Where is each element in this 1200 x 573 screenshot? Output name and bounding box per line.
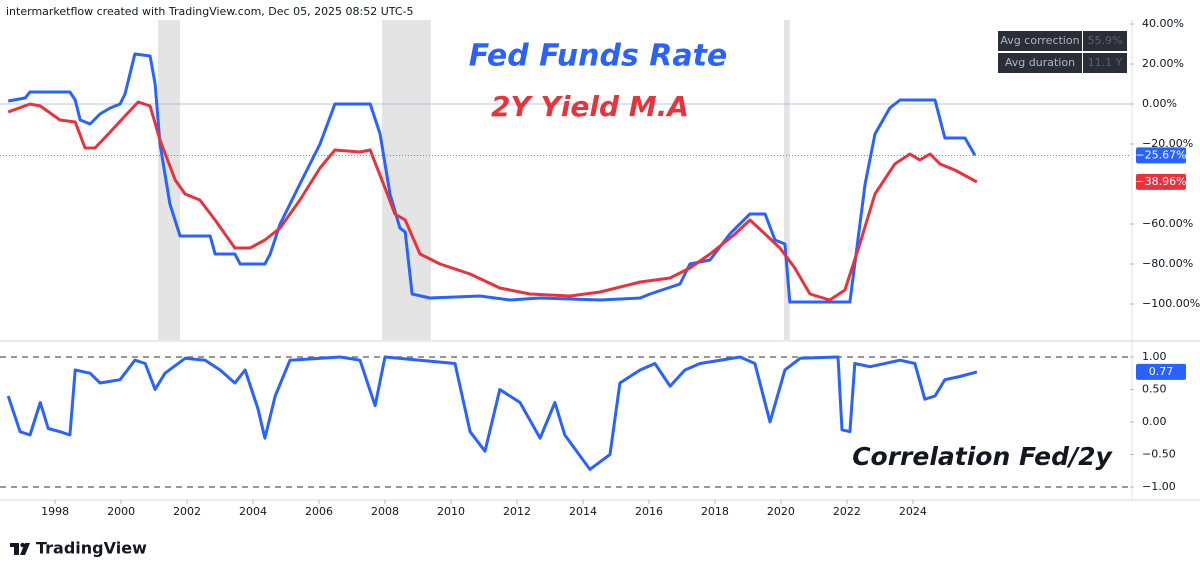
x-tick-label: 1998 xyxy=(41,505,69,518)
series-line xyxy=(6,355,978,471)
y-tick-label: −60.00% xyxy=(1142,217,1193,230)
x-tick-label: 2008 xyxy=(371,505,399,518)
stats-label: Avg duration xyxy=(1005,56,1075,69)
last-value-box xyxy=(1136,363,1186,380)
header: intermarketflow created with TradingView… xyxy=(6,5,414,18)
brand: TradingView xyxy=(36,539,147,558)
y-tick-label: 1.00 xyxy=(1142,350,1167,363)
x-tick-label: 2020 xyxy=(767,505,795,518)
logo-shape xyxy=(20,542,25,548)
x-tick-label: 2024 xyxy=(899,505,927,518)
x-tick-label: 2016 xyxy=(635,505,663,518)
x-tick-label: 2018 xyxy=(701,505,729,518)
y-tick-label: 0.50 xyxy=(1142,382,1167,395)
tradingview-logo: TradingView xyxy=(10,539,147,558)
last-value-label: −25.67% xyxy=(1135,148,1186,161)
shaded-range xyxy=(158,20,181,340)
stats-cell xyxy=(998,31,1082,51)
x-tick-label: 2022 xyxy=(833,505,861,518)
y-tick-label: 0.00 xyxy=(1142,415,1167,428)
stats-label: Avg correction xyxy=(1000,34,1079,47)
stats-value: 11.1 Y xyxy=(1088,56,1123,69)
last-value-box xyxy=(1136,147,1186,164)
last-value-label: 0.77 xyxy=(1149,365,1174,378)
series-name: Fed Funds Rate xyxy=(469,39,728,74)
stats-table: Avg correction 55.9% Avg duration 11.1 Y xyxy=(998,31,1127,73)
y-tick-label: 40.00% xyxy=(1142,17,1184,30)
last-value-label: −38.96% xyxy=(1135,175,1186,188)
x-tick-label: 2010 xyxy=(437,505,465,518)
stats-cell xyxy=(1083,31,1127,51)
y-tick-label: −0.50 xyxy=(1142,447,1176,460)
stats-cell xyxy=(998,53,1082,73)
shaded-range xyxy=(783,20,790,340)
x-tick-label: 2000 xyxy=(107,505,135,518)
series-line xyxy=(7,100,978,302)
y-tick-label: −20.00% xyxy=(1142,137,1193,150)
x-tick-label: 2012 xyxy=(503,505,531,518)
series-name: Correlation Fed/2y xyxy=(852,442,1113,471)
logo-shape xyxy=(14,543,19,555)
stats-cell xyxy=(1083,53,1127,73)
last-value-box xyxy=(1136,173,1186,190)
stats-value: 55.9% xyxy=(1088,34,1123,47)
y-tick-label: 0.00% xyxy=(1142,97,1177,110)
x-tick-label: 2006 xyxy=(305,505,333,518)
shaded-range xyxy=(382,20,431,340)
logo-shape xyxy=(20,543,30,555)
y-tick-label: −1.00 xyxy=(1142,480,1176,493)
y-tick-label: −100.00% xyxy=(1142,297,1200,310)
x-tick-label: 2004 xyxy=(239,505,267,518)
series-name: 2Y Yield M.A xyxy=(491,90,689,123)
x-tick-label: 2014 xyxy=(569,505,597,518)
x-tick-label: 2002 xyxy=(173,505,201,518)
y-tick-label: −80.00% xyxy=(1142,257,1193,270)
y-tick-label: 20.00% xyxy=(1142,57,1184,70)
